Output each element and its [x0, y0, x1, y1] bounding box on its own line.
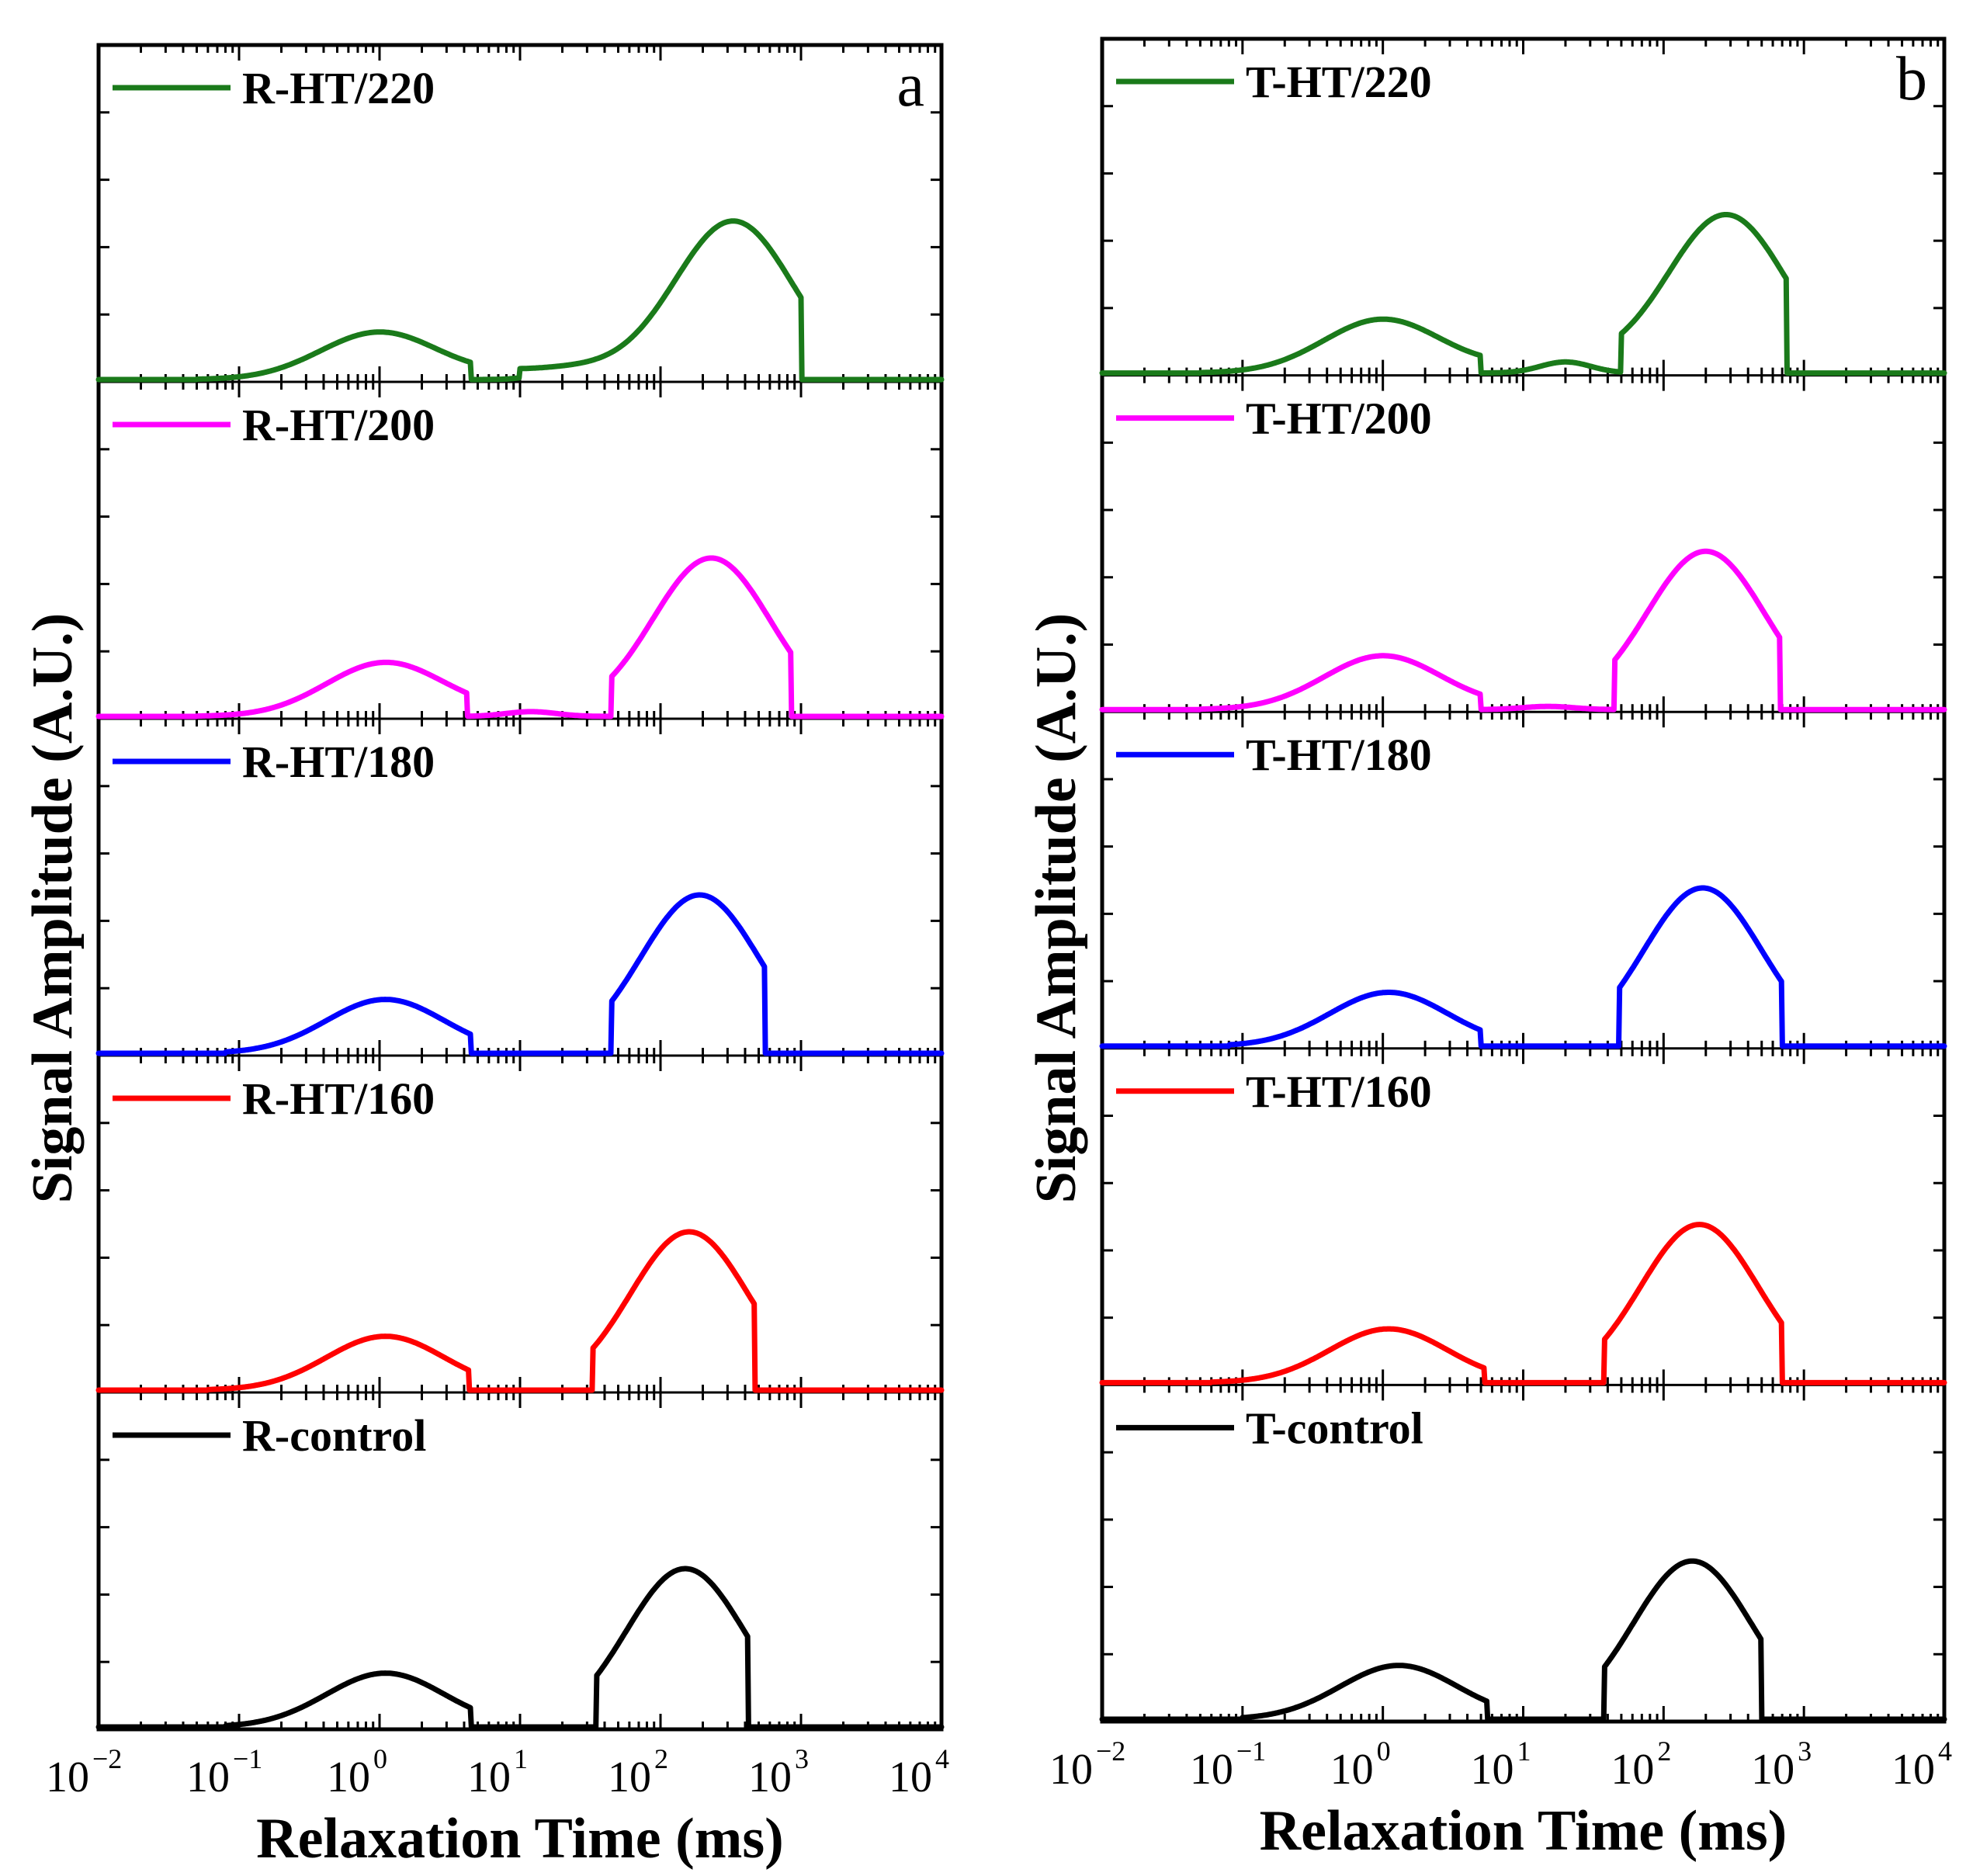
x-tick-label: 10 −2 — [46, 1743, 122, 1801]
x-tick-label: 10 3 — [1751, 1736, 1812, 1794]
x-tick-exponent: 0 — [1377, 1736, 1391, 1767]
series-line-r-ht-180 — [95, 892, 945, 1056]
x-tick-exponent: 4 — [935, 1743, 949, 1774]
x-tick-exponent: −1 — [1236, 1736, 1266, 1767]
legend-label: R-HT/160 — [242, 1073, 435, 1124]
plot-frame — [96, 43, 944, 1732]
series-line-r-control — [95, 1566, 945, 1730]
panel-a: R-HT/220 R-HT/200 R-HT/180 R-HT/160 R-contro… — [21, 43, 949, 1871]
x-tick-label: 10 4 — [1892, 1736, 1952, 1794]
x-tick-exponent: 3 — [795, 1743, 809, 1774]
legend-label: T-HT/180 — [1246, 730, 1432, 780]
series-line-t-ht-220 — [1099, 212, 1947, 376]
series-line-t-control — [1099, 1558, 1947, 1722]
x-tick-exponent: 2 — [1657, 1736, 1671, 1767]
legend-label: R-HT/220 — [242, 63, 435, 113]
x-tick-base: 10 — [748, 1753, 792, 1801]
series-line-t-ht-180 — [1099, 885, 1947, 1049]
x-tick-base: 10 — [1471, 1746, 1514, 1794]
x-tick-exponent: −2 — [92, 1743, 122, 1774]
legend-label: T-control — [1246, 1403, 1423, 1453]
legend-label: R-HT/200 — [242, 400, 435, 450]
x-tick-base: 10 — [186, 1753, 230, 1801]
x-tick-base: 10 — [889, 1753, 932, 1801]
x-tick-base: 10 — [46, 1753, 89, 1801]
x-tick-exponent: 1 — [514, 1743, 528, 1774]
series-line-t-ht-160 — [1099, 1222, 1947, 1385]
x-tick-label: 10 0 — [1330, 1736, 1391, 1794]
x-tick-exponent: 1 — [1517, 1736, 1531, 1767]
x-tick-label: 10 1 — [467, 1743, 528, 1801]
legend-label: T-HT/220 — [1246, 57, 1432, 107]
x-tick-label: 10 1 — [1471, 1736, 1531, 1794]
x-tick-base: 10 — [327, 1753, 370, 1801]
x-tick-exponent: −2 — [1096, 1736, 1125, 1767]
x-tick-base: 10 — [1892, 1746, 1935, 1794]
x-tick-exponent: 3 — [1798, 1736, 1812, 1767]
x-tick-base: 10 — [1190, 1746, 1233, 1794]
x-tick-label: 10 −1 — [186, 1743, 262, 1801]
x-tick-label: 10 0 — [327, 1743, 387, 1801]
x-tick-exponent: 2 — [654, 1743, 668, 1774]
x-tick-base: 10 — [1330, 1746, 1374, 1794]
panel-b: T-HT/220 T-HT/200 T-HT/180 T-HT/160 T-contro… — [1025, 36, 1952, 1863]
legend-label: T-HT/200 — [1246, 394, 1432, 444]
legend-label: T-HT/160 — [1246, 1066, 1432, 1117]
x-tick-base: 10 — [1049, 1746, 1093, 1794]
x-axis-label: Relaxation Time (ms) — [1260, 1799, 1787, 1863]
x-tick-base: 10 — [1751, 1746, 1794, 1794]
series-line-r-ht-220 — [95, 218, 945, 383]
plot-frame — [1100, 36, 1947, 1724]
x-tick-label: 10 4 — [889, 1743, 949, 1801]
panel-letter: a — [896, 51, 924, 120]
x-tick-base: 10 — [1611, 1746, 1654, 1794]
x-tick-exponent: −1 — [233, 1743, 262, 1774]
legend-label: R-HT/180 — [242, 737, 435, 787]
x-tick-label: 10 −1 — [1190, 1736, 1266, 1794]
x-tick-label: 10 −2 — [1049, 1736, 1125, 1794]
x-tick-label: 10 3 — [748, 1743, 809, 1801]
x-tick-exponent: 0 — [373, 1743, 387, 1774]
series-line-r-ht-200 — [95, 555, 945, 720]
x-tick-label: 10 2 — [608, 1743, 668, 1801]
x-tick-exponent: 4 — [1938, 1736, 1952, 1767]
panel-letter: b — [1896, 45, 1927, 113]
series-line-r-ht-160 — [95, 1229, 945, 1393]
series-line-t-ht-200 — [1099, 548, 1947, 713]
y-axis-label: Signal Amplitude (A.U.) — [21, 613, 85, 1204]
x-tick-label: 10 2 — [1611, 1736, 1671, 1794]
x-tick-base: 10 — [608, 1753, 651, 1801]
y-axis-label: Signal Amplitude (A.U.) — [1025, 613, 1088, 1204]
x-axis-label: Relaxation Time (ms) — [256, 1807, 784, 1871]
x-tick-base: 10 — [467, 1753, 511, 1801]
legend-label: R-control — [242, 1410, 426, 1461]
